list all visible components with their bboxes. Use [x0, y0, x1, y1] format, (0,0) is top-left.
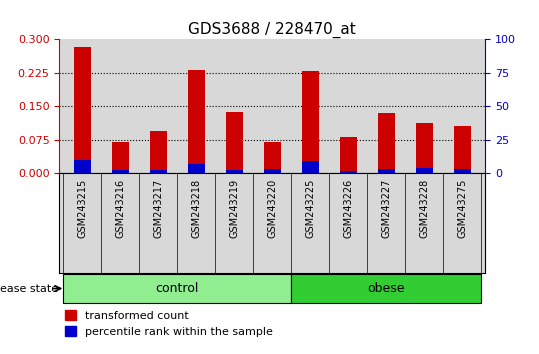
- Bar: [291, 274, 481, 303]
- Bar: [302, 71, 319, 173]
- Text: control: control: [155, 282, 199, 295]
- Text: GSM243219: GSM243219: [229, 178, 239, 238]
- Text: GSM243216: GSM243216: [115, 178, 125, 238]
- Bar: [340, 171, 357, 173]
- Text: GSM243217: GSM243217: [153, 178, 163, 238]
- Bar: [112, 170, 129, 173]
- Bar: [112, 142, 129, 173]
- Text: GSM243220: GSM243220: [267, 178, 277, 238]
- Bar: [302, 161, 319, 173]
- Text: GSM243225: GSM243225: [305, 178, 315, 238]
- Bar: [188, 164, 205, 173]
- Bar: [150, 131, 167, 173]
- Bar: [454, 169, 471, 173]
- Bar: [340, 137, 357, 173]
- Bar: [73, 160, 91, 173]
- Title: GDS3688 / 228470_at: GDS3688 / 228470_at: [188, 21, 356, 38]
- Text: disease state: disease state: [0, 284, 58, 293]
- Text: obese: obese: [368, 282, 405, 295]
- Bar: [454, 126, 471, 173]
- Bar: [63, 274, 291, 303]
- Text: GSM243218: GSM243218: [191, 178, 201, 238]
- Text: GSM243226: GSM243226: [343, 178, 353, 238]
- Text: GSM243275: GSM243275: [457, 178, 467, 238]
- Bar: [416, 168, 433, 173]
- Bar: [188, 70, 205, 173]
- Bar: [264, 169, 281, 173]
- Bar: [416, 123, 433, 173]
- Bar: [226, 170, 243, 173]
- Text: GSM243227: GSM243227: [381, 178, 391, 238]
- Bar: [378, 169, 395, 173]
- Text: GSM243228: GSM243228: [419, 178, 429, 238]
- Bar: [73, 47, 91, 173]
- Bar: [226, 112, 243, 173]
- Legend: transformed count, percentile rank within the sample: transformed count, percentile rank withi…: [65, 310, 273, 337]
- Text: GSM243215: GSM243215: [77, 178, 87, 238]
- Bar: [264, 142, 281, 173]
- Bar: [150, 170, 167, 173]
- Bar: [378, 113, 395, 173]
